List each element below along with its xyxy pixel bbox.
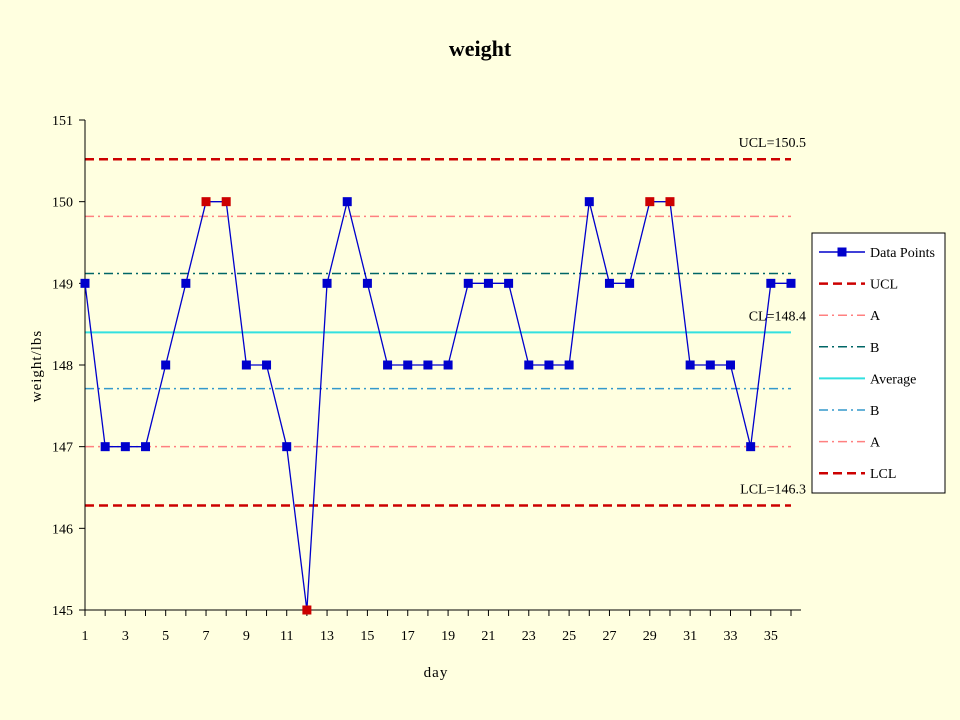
data-point-day-5: [161, 360, 171, 370]
y-tick-label: 147: [52, 441, 73, 456]
data-point-day-28: [625, 278, 635, 288]
data-point-day-23: [524, 360, 534, 370]
data-point-day-16: [383, 360, 393, 370]
x-tick-label: 5: [162, 629, 169, 644]
y-tick-label: 151: [52, 114, 73, 129]
annotation-ucl: UCL=150.5: [739, 136, 806, 151]
x-tick-label: 31: [683, 629, 697, 644]
data-point-day-17: [403, 360, 413, 370]
data-point-day-12: [302, 605, 312, 615]
data-point-day-21: [483, 278, 493, 288]
legend-label: Average: [870, 372, 916, 387]
data-point-day-24: [544, 360, 554, 370]
legend-label: B: [870, 404, 879, 419]
y-tick-label: 145: [52, 604, 73, 619]
data-point-day-2: [100, 442, 110, 452]
legend-label: A: [870, 309, 881, 324]
x-tick-label: 33: [723, 629, 737, 644]
data-point-day-9: [241, 360, 251, 370]
legend-label: A: [870, 436, 881, 451]
x-tick-label: 7: [203, 629, 210, 644]
data-point-day-3: [120, 442, 130, 452]
data-point-day-29: [645, 197, 655, 207]
data-point-day-1: [80, 278, 90, 288]
x-tick-label: 17: [401, 629, 415, 644]
data-point-day-6: [181, 278, 191, 288]
data-point-day-25: [564, 360, 574, 370]
data-point-day-32: [705, 360, 715, 370]
y-tick-label: 146: [52, 522, 73, 537]
data-point-day-27: [604, 278, 614, 288]
x-tick-label: 13: [320, 629, 334, 644]
data-point-day-7: [201, 197, 211, 207]
x-tick-label: 3: [122, 629, 129, 644]
data-point-day-35: [766, 278, 776, 288]
data-series: [80, 197, 796, 615]
x-axis-label: day: [424, 665, 449, 681]
legend-label: LCL: [870, 467, 896, 482]
data-point-day-15: [362, 278, 372, 288]
legend: Data Points UCL A B Average B A LCL: [811, 232, 946, 494]
chart-title: weight: [449, 36, 512, 61]
data-point-day-11: [282, 442, 292, 452]
data-point-day-34: [746, 442, 756, 452]
data-point-day-8: [221, 197, 231, 207]
data-point-day-36: [786, 278, 796, 288]
data-point-day-26: [584, 197, 594, 207]
legend-label: Data Points: [870, 246, 935, 261]
series-line: [84, 201, 791, 611]
legend-label: B: [870, 341, 879, 356]
data-point-day-14: [342, 197, 352, 207]
legend-label: UCL: [870, 278, 898, 293]
legend-box: [811, 232, 946, 494]
annotations: UCL=150.5 CL=148.4 LCL=146.3: [739, 136, 806, 497]
legend-marker-data-points: [837, 247, 847, 257]
x-tick-label: 19: [441, 629, 455, 644]
data-point-day-19: [443, 360, 453, 370]
data-point-day-22: [504, 278, 514, 288]
y-axis-label: weight/lbs: [29, 330, 45, 403]
data-point-day-20: [463, 278, 473, 288]
y-tick-label: 150: [52, 196, 73, 211]
reference-lines: [85, 157, 791, 507]
x-tick-label: 25: [562, 629, 576, 644]
x-tick-label: 15: [360, 629, 374, 644]
data-point-day-30: [665, 197, 675, 207]
x-tick-label: 9: [243, 629, 250, 644]
x-tick-label: 11: [280, 629, 293, 644]
annotation-average: CL=148.4: [749, 309, 806, 324]
x-tick-label: 23: [522, 629, 536, 644]
data-point-day-18: [423, 360, 433, 370]
y-tick-label: 149: [52, 277, 73, 292]
data-point-day-4: [141, 442, 151, 452]
x-tick-label: 35: [764, 629, 778, 644]
x-tick-label: 29: [643, 629, 657, 644]
data-point-day-13: [322, 278, 332, 288]
data-point-day-10: [262, 360, 272, 370]
data-point-day-31: [685, 360, 695, 370]
x-tick-label: 27: [602, 629, 616, 644]
y-tick-label: 148: [52, 359, 73, 374]
data-point-day-33: [725, 360, 735, 370]
x-tick-label: 1: [82, 629, 89, 644]
x-tick-label: 21: [481, 629, 495, 644]
annotation-lcl: LCL=146.3: [740, 482, 806, 497]
